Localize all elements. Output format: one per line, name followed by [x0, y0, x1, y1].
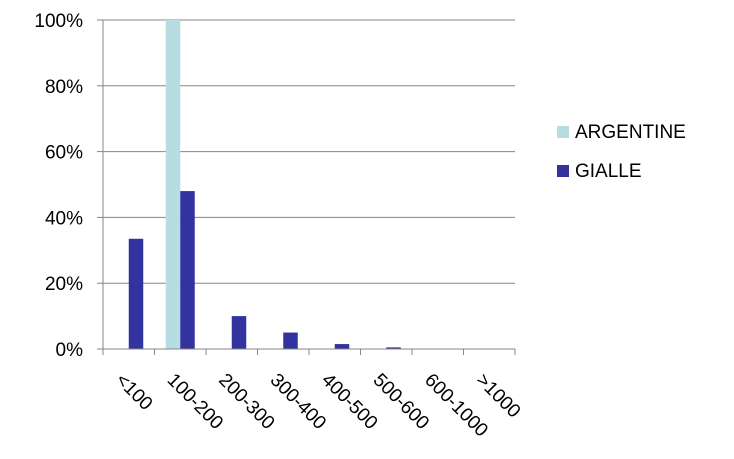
- x-tick-label: 200-300: [214, 370, 278, 434]
- y-tick-label: 80%: [45, 77, 83, 98]
- legend: ARGENTINE GIALLE: [557, 122, 686, 182]
- bar-argentine-1: [165, 20, 181, 349]
- legend-label-argentine: ARGENTINE: [575, 122, 686, 143]
- bar-gialle-5: [386, 347, 401, 349]
- y-tick-label: 20%: [45, 274, 83, 295]
- bar-gialle-0: [128, 238, 144, 349]
- bar-gialle-1: [180, 191, 195, 349]
- legend-swatch-gialle: [557, 165, 569, 177]
- legend-swatch-argentine: [557, 126, 569, 138]
- bar-gialle-2: [231, 316, 247, 349]
- x-tick-label: <100: [111, 370, 156, 415]
- x-tick-label: 300-400: [266, 370, 330, 434]
- y-tick-label: 100%: [34, 11, 83, 32]
- y-axis-ticks: 0% 20% 40% 60% 80% 100%: [34, 11, 103, 361]
- x-tick-label: 100-200: [163, 370, 227, 434]
- axes: [102, 20, 515, 350]
- x-tick-label: 500-600: [369, 370, 433, 434]
- legend-label-gialle: GIALLE: [575, 161, 642, 182]
- bar-gialle-4: [334, 344, 350, 349]
- y-tick-label: 40%: [45, 208, 83, 229]
- bars: [128, 20, 401, 349]
- gridlines: [103, 19, 515, 284]
- x-tick-label: 400-500: [317, 370, 381, 434]
- y-tick-label: 60%: [45, 143, 83, 164]
- x-axis-ticks: <100 100-200200-300300-400400-500500-6006…: [102, 349, 524, 441]
- bar-gialle-3: [283, 332, 298, 349]
- y-tick-label: 0%: [56, 340, 84, 361]
